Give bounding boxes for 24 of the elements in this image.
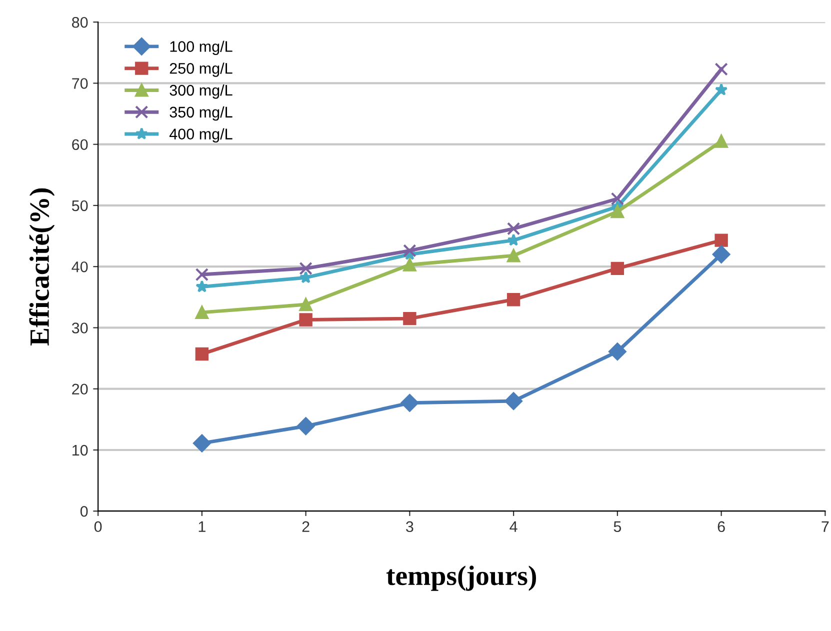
legend-label: 350 mg/L [170,106,232,121]
y-tick-label: 30 [72,322,88,334]
legend-label: 300 mg/L [170,84,232,99]
y-tick-label: 20 [72,384,88,395]
x-tick-label: 7 [822,521,829,532]
y-tick-label: 60 [72,139,88,150]
y-tick-label: 10 [72,444,88,456]
legend-label: 100 mg/L [170,40,232,55]
y-tick-label: 70 [72,78,88,89]
x-tick-label: 3 [406,521,414,532]
x-tick-label: 5 [614,521,622,532]
legend-label: 400 mg/L [169,128,232,142]
y-tick-label: 40 [72,261,88,272]
x-tick-label: 2 [302,521,310,532]
legend-label: 250 mg/L [170,62,232,77]
y-axis-title: Efficacité(%) [29,188,55,346]
x-axis-title: temps(jours) [386,566,536,591]
x-tick-label: 0 [94,521,102,532]
x-tick-label: 4 [510,521,518,532]
y-tick-label: 0 [80,506,88,517]
y-tick-label: 50 [72,200,88,212]
x-tick-label: 1 [198,521,206,532]
y-tick-label: 80 [72,16,88,28]
x-tick-label: 6 [718,521,725,532]
